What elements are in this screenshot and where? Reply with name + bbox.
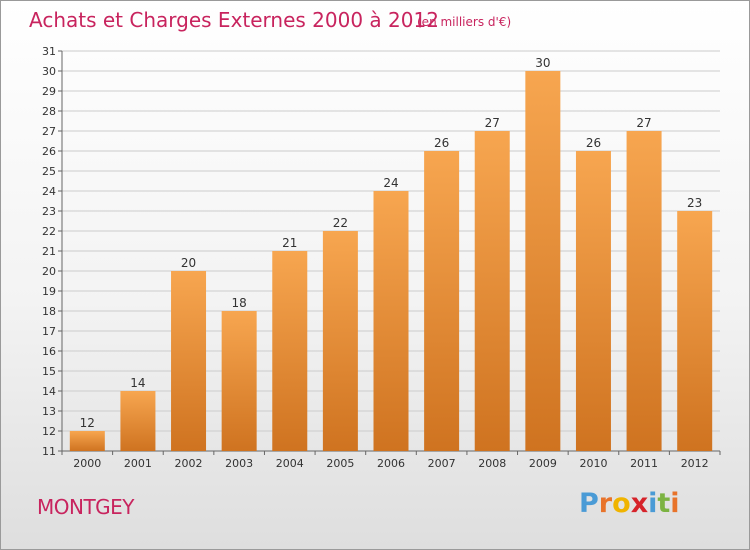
y-tick-label: 13 bbox=[42, 405, 56, 418]
x-tick-label-2003: 2003 bbox=[225, 457, 253, 470]
value-labels: 12 14 20 18 21 22 24 26 27 30 26 27 23 bbox=[80, 56, 703, 430]
value-label-2010: 26 bbox=[586, 136, 601, 150]
y-tick-label: 27 bbox=[42, 125, 56, 138]
value-label-2009: 30 bbox=[535, 56, 550, 70]
value-label-2005: 22 bbox=[333, 216, 348, 230]
value-label-2000: 12 bbox=[80, 416, 95, 430]
bar-2011 bbox=[626, 131, 662, 451]
commune-name: MONTGEY bbox=[37, 495, 135, 519]
y-tick-label: 23 bbox=[42, 205, 56, 218]
bar-2001 bbox=[120, 391, 156, 451]
x-tick-label-2012: 2012 bbox=[681, 457, 709, 470]
y-tick-label: 29 bbox=[42, 85, 56, 98]
value-label-2003: 18 bbox=[232, 296, 247, 310]
y-tick-label: 18 bbox=[42, 305, 56, 318]
bar-2005 bbox=[322, 231, 358, 451]
value-label-2004: 21 bbox=[282, 236, 297, 250]
value-label-2002: 20 bbox=[181, 256, 196, 270]
y-tick-label: 31 bbox=[42, 45, 56, 58]
value-label-2001: 14 bbox=[130, 376, 145, 390]
x-tick-label-2011: 2011 bbox=[630, 457, 658, 470]
x-tick-label-2004: 2004 bbox=[276, 457, 304, 470]
value-label-2012: 23 bbox=[687, 196, 702, 210]
value-label-2008: 27 bbox=[485, 116, 500, 130]
chart-title: Achats et Charges Externes 2000 à 2012 bbox=[29, 8, 439, 32]
logo-letter: t bbox=[657, 488, 671, 519]
bar-2012 bbox=[677, 211, 713, 451]
bar-2007 bbox=[424, 151, 460, 451]
value-label-2007: 26 bbox=[434, 136, 449, 150]
x-tick-label-2000: 2000 bbox=[73, 457, 101, 470]
y-tick-label: 14 bbox=[42, 385, 56, 398]
x-tick-label-2005: 2005 bbox=[326, 457, 354, 470]
logo-letter: o bbox=[612, 488, 631, 519]
bar-2006 bbox=[373, 191, 409, 451]
logo-letter: r bbox=[598, 488, 613, 519]
x-tick-label-2008: 2008 bbox=[478, 457, 506, 470]
y-tick-label: 15 bbox=[42, 365, 56, 378]
bars bbox=[69, 71, 713, 451]
bar-2004 bbox=[272, 251, 308, 451]
x-tick-labels: 2000 2001 2002 2003 2004 2005 2006 2007 2008 2009… bbox=[73, 457, 708, 470]
value-label-2011: 27 bbox=[636, 116, 651, 130]
y-tick-labels: 11 12 13 14 15 16 17 18 19 20 21 22 23 24 25 26 27 28 29 30… bbox=[42, 45, 56, 458]
bar-2000 bbox=[69, 431, 105, 451]
x-tick-label-2007: 2007 bbox=[428, 457, 456, 470]
x-tick-label-2002: 2002 bbox=[175, 457, 203, 470]
y-tick-label: 28 bbox=[42, 105, 56, 118]
y-tick-label: 26 bbox=[42, 145, 56, 158]
y-tick-label: 11 bbox=[42, 445, 56, 458]
logo-letter: i bbox=[648, 488, 658, 519]
y-tick-label: 12 bbox=[42, 425, 56, 438]
y-tick-label: 24 bbox=[42, 185, 56, 198]
chart-unit: (en milliers d'€) bbox=[417, 15, 511, 29]
y-tick-label: 21 bbox=[42, 245, 56, 258]
y-tick-label: 20 bbox=[42, 265, 56, 278]
x-tick-label-2001: 2001 bbox=[124, 457, 152, 470]
bar-2002 bbox=[171, 271, 207, 451]
y-tick-label: 17 bbox=[42, 325, 56, 338]
x-tick-label-2006: 2006 bbox=[377, 457, 405, 470]
bar-2008 bbox=[474, 131, 510, 451]
logo-letter: i bbox=[670, 488, 680, 519]
y-tick-label: 22 bbox=[42, 225, 56, 238]
bar-2010 bbox=[575, 151, 611, 451]
y-tick-label: 25 bbox=[42, 165, 56, 178]
logo-letter: P bbox=[579, 488, 599, 519]
y-tick-label: 30 bbox=[42, 65, 56, 78]
x-tick-label-2010: 2010 bbox=[579, 457, 607, 470]
y-tick-label: 16 bbox=[42, 345, 56, 358]
x-tick-label-2009: 2009 bbox=[529, 457, 557, 470]
proxiti-logo: Proxiti bbox=[579, 488, 680, 519]
bar-2009 bbox=[525, 71, 561, 451]
y-tick-label: 19 bbox=[42, 285, 56, 298]
bar-2003 bbox=[221, 311, 257, 451]
value-label-2006: 24 bbox=[383, 176, 398, 190]
logo-letter: x bbox=[630, 488, 649, 519]
